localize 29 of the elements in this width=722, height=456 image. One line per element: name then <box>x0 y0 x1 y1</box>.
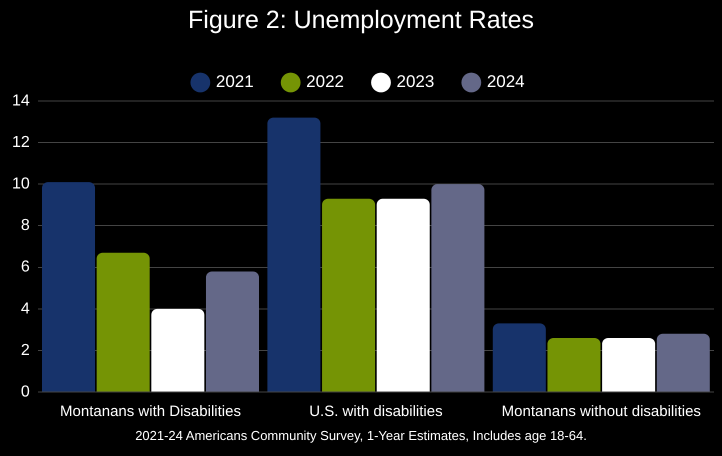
y-tick-label: 14 <box>12 92 30 110</box>
y-tick-label: 8 <box>20 217 30 234</box>
x-tick-label: U.S. with disabilities <box>309 403 443 420</box>
bar <box>322 198 376 392</box>
y-tick-label: 10 <box>12 176 30 193</box>
text: 2021-24 Americans Community Survey, 1-Year Estimates, Includes age 18-64. <box>134 428 588 443</box>
y-tick-label: 2 <box>20 342 30 359</box>
bar <box>376 198 430 392</box>
bar <box>656 334 710 392</box>
chart-title: Figure 2: Unemployment Rates <box>187 6 535 35</box>
legend-label: 2024 <box>486 72 525 92</box>
legend-label: 2022 <box>306 72 344 92</box>
bar <box>96 252 150 392</box>
y-tick-label: 6 <box>20 258 30 276</box>
legend-label: 2021 <box>216 72 254 92</box>
bar <box>206 271 259 392</box>
x-tick-label: Montanans without disabilities <box>502 403 701 420</box>
bar <box>267 118 320 392</box>
bar <box>602 338 656 392</box>
y-tick-label: 4 <box>20 300 30 318</box>
x-tick-label: Montanans with Disabilities <box>60 403 241 420</box>
bar <box>42 182 96 392</box>
y-tick-label: 12 <box>12 134 30 151</box>
bar <box>547 338 600 392</box>
y-tick-label: 0 <box>20 383 30 400</box>
legend-label: 2023 <box>396 72 434 92</box>
bar <box>151 308 204 392</box>
bar <box>431 184 484 392</box>
bar <box>492 323 546 392</box>
